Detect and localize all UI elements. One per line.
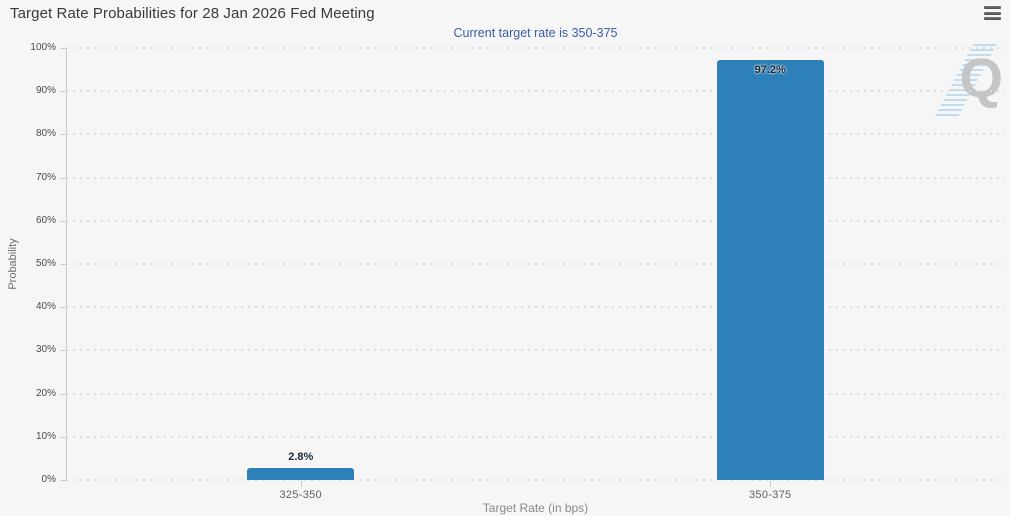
gridline-100 bbox=[66, 47, 1005, 49]
chart-panel: Target Rate Probabilities for 28 Jan 202… bbox=[7, 5, 1005, 515]
y-axis-tick bbox=[61, 307, 66, 309]
menu-bar bbox=[984, 11, 1001, 15]
menu-bar bbox=[984, 17, 1001, 20]
page-right-margin bbox=[1010, 0, 1024, 521]
x-axis-tick bbox=[300, 481, 302, 487]
y-axis-tick bbox=[61, 177, 66, 179]
y-axis-tick-label: 70% bbox=[35, 171, 56, 183]
bar-350-375[interactable] bbox=[716, 60, 824, 480]
x-axis-category-label: 325-350 bbox=[279, 489, 322, 501]
gridline-60 bbox=[66, 219, 1005, 222]
gridline-30 bbox=[66, 349, 1005, 352]
bar-value-label: 2.8% bbox=[288, 451, 314, 463]
page-bottom-margin bbox=[0, 516, 1024, 521]
bar-325-350[interactable] bbox=[247, 468, 355, 480]
y-axis-tick-label: 10% bbox=[35, 430, 56, 442]
y-axis-tick-label: 0% bbox=[41, 474, 56, 485]
y-axis-tick bbox=[61, 134, 66, 136]
x-axis-tick bbox=[770, 481, 772, 487]
chart-title: Target Rate Probabilities for 28 Jan 202… bbox=[10, 5, 375, 22]
y-axis-tick-label: 80% bbox=[35, 128, 56, 140]
gridline-70 bbox=[66, 176, 1005, 179]
gridline-20 bbox=[66, 392, 1005, 395]
y-axis-tick bbox=[61, 220, 66, 222]
menu-bar bbox=[984, 6, 1001, 9]
y-axis-tick-label: 50% bbox=[35, 258, 56, 269]
gridline-0 bbox=[66, 479, 1005, 481]
y-axis-tick bbox=[61, 91, 66, 93]
x-axis-title: Target Rate (in bps) bbox=[482, 501, 589, 515]
y-axis-tick bbox=[61, 436, 66, 438]
y-axis-tick-label: 20% bbox=[35, 387, 56, 399]
y-axis-tick bbox=[61, 393, 66, 395]
gridline-10 bbox=[66, 435, 1005, 438]
plot-area: 0% 10% 20% 30% 40% 50% 60% 70% 80% 90% 100% 2.8% 325… bbox=[30, 42, 1005, 501]
y-axis-tick-label: 60% bbox=[35, 214, 56, 226]
y-axis-tick bbox=[61, 480, 66, 481]
gridline-50 bbox=[66, 263, 1005, 265]
y-axis-tick-label: 40% bbox=[35, 301, 56, 313]
y-axis-tick-label: 90% bbox=[35, 85, 56, 97]
bar-value-label: 97.2% bbox=[754, 64, 786, 76]
gridline-80 bbox=[66, 133, 1005, 136]
y-axis-tick bbox=[61, 48, 66, 49]
hamburger-menu-icon[interactable] bbox=[984, 6, 1002, 20]
y-axis-tick-label: 30% bbox=[35, 344, 56, 356]
y-axis-tick bbox=[61, 350, 66, 352]
y-axis-tick-label: 100% bbox=[30, 42, 56, 53]
gridline-90 bbox=[66, 90, 1005, 93]
y-axis-tick bbox=[61, 264, 66, 265]
gridline-40 bbox=[66, 306, 1005, 309]
chart-subtitle: Current target rate is 350-375 bbox=[453, 26, 618, 40]
x-axis-category-label: 350-375 bbox=[749, 489, 792, 501]
